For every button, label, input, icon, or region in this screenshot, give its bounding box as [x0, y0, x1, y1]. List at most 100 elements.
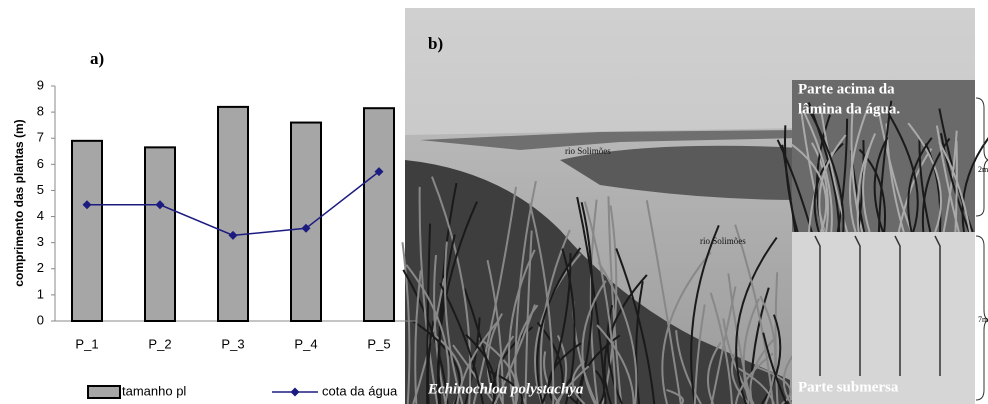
- grass-blade: [862, 133, 877, 233]
- x-tick-label: P_2: [148, 336, 171, 351]
- grass-blade: [734, 224, 774, 404]
- grass-blade: [543, 351, 561, 404]
- grass-blade: [431, 176, 472, 404]
- grass-blade: [811, 142, 829, 233]
- root: [854, 235, 861, 376]
- grass-blade: [433, 254, 447, 404]
- grass-blade: [581, 280, 607, 404]
- grass-blade: [401, 242, 411, 404]
- x-tick-label: P_4: [294, 336, 317, 351]
- grass-blade: [803, 113, 833, 233]
- bar: [217, 105, 249, 322]
- scale-label: 2m: [978, 165, 988, 174]
- grass-blade: [666, 389, 684, 404]
- x-tick-label: P_1: [75, 336, 98, 351]
- grass-blade: [807, 108, 845, 233]
- grass-blade: [414, 270, 422, 404]
- y-tick-label: 0: [37, 312, 44, 327]
- grass-blade: [776, 139, 813, 233]
- grass: [401, 176, 808, 404]
- grass-blade: [597, 261, 638, 404]
- marker: [374, 167, 384, 177]
- y-tick-label: 5: [37, 182, 44, 197]
- island: [560, 145, 800, 200]
- inset-bottom: [792, 232, 975, 404]
- grass-blade: [693, 304, 706, 404]
- grass-blade: [781, 144, 797, 233]
- grass-blade: [924, 143, 942, 233]
- x-tick-label: P_3: [221, 336, 244, 351]
- grass-blade: [615, 248, 656, 404]
- grass-blade: [464, 317, 481, 404]
- grass-blade: [935, 125, 960, 233]
- bar: [363, 107, 395, 322]
- river-label: rio Solimões: [700, 236, 746, 246]
- grass-blade: [601, 205, 618, 404]
- grass-blade: [735, 236, 778, 404]
- y-tick-label: 4: [37, 208, 44, 223]
- inset-caption: lâmina da água.: [798, 101, 900, 117]
- bar: [290, 121, 322, 322]
- bar: [71, 139, 103, 322]
- y-tick-label: 7: [37, 130, 44, 145]
- grass-blade: [533, 253, 582, 404]
- marker: [228, 230, 238, 240]
- river-label: rio Solimões: [565, 146, 611, 156]
- grass-blade: [762, 332, 788, 404]
- inset-caption: Parte acima da: [798, 81, 895, 97]
- grass-blade: [813, 142, 844, 233]
- inset-caption: Parte submersa: [798, 379, 899, 395]
- grass-blade: [507, 249, 536, 404]
- grass-blade: [690, 224, 720, 404]
- y-tick-label: 2: [37, 260, 44, 275]
- grass-blade: [524, 230, 533, 404]
- grass-blade: [760, 314, 782, 404]
- grass-blade: [877, 100, 893, 233]
- grass-blade: [426, 320, 435, 404]
- grass-blade: [456, 319, 500, 404]
- y-tick-label: 3: [37, 234, 44, 249]
- marker: [301, 223, 311, 233]
- grass-blade: [443, 241, 464, 404]
- grass-blade: [426, 223, 432, 404]
- grass-blade: [884, 107, 919, 233]
- y-tick-label: 8: [37, 104, 44, 119]
- grass-blade: [418, 186, 439, 404]
- root: [894, 235, 901, 376]
- grass-blade: [606, 304, 623, 404]
- grass-blade: [876, 105, 913, 233]
- far-shore: [420, 130, 800, 150]
- legend-swatch: [87, 385, 121, 399]
- grass-blade: [675, 330, 702, 404]
- grass-blade: [565, 377, 579, 404]
- y-tick-label: 9: [37, 77, 44, 92]
- grass-blade: [547, 342, 582, 404]
- photo: b) rio Solimões rio Solimões Echinochloa…: [401, 8, 988, 404]
- grass-blade: [774, 272, 779, 404]
- marker: [155, 200, 165, 210]
- grass-blade: [907, 137, 933, 233]
- brace: [975, 97, 988, 217]
- grass-blade: [554, 365, 590, 404]
- grass-blade: [918, 137, 932, 233]
- bar: [144, 146, 176, 322]
- grass-blade: [575, 202, 594, 404]
- grass-blade: [791, 143, 828, 233]
- grass-blade: [709, 292, 733, 404]
- y-axis-label: comprimento das plantas (m): [12, 119, 26, 286]
- grass-blade: [759, 295, 777, 404]
- root: [814, 235, 821, 376]
- grass-blade: [528, 202, 555, 404]
- grass-blade: [496, 335, 515, 404]
- y-tick-label: 6: [37, 156, 44, 171]
- marker: [82, 200, 92, 210]
- grass-blade: [848, 105, 870, 233]
- brace: [975, 235, 988, 401]
- grass-blade: [749, 338, 775, 404]
- grass-blade: [939, 133, 971, 233]
- grass-blade: [437, 234, 456, 404]
- grass-blade: [897, 148, 933, 233]
- legend-marker: [290, 387, 300, 397]
